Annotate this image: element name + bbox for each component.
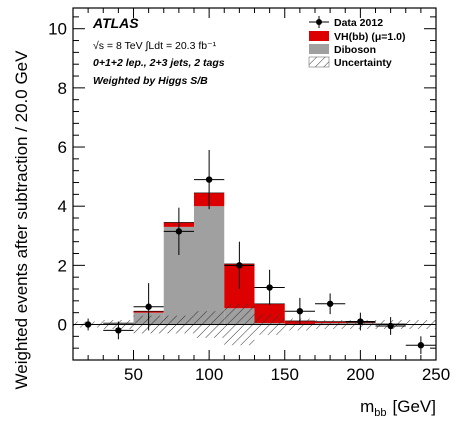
legend-diboson-swatch — [309, 44, 329, 54]
x-tick-label: 200 — [346, 365, 374, 384]
x-tick-label: 100 — [195, 365, 223, 384]
data-point — [175, 228, 183, 235]
legend-data-marker — [316, 19, 322, 25]
axis-ticks-layer: 50 100 150 200 250 0 2 4 6 8 10 — [48, 8, 450, 384]
x-axis-title-sub: bb — [374, 407, 386, 419]
legend-vh-swatch — [309, 31, 329, 41]
legend-data-label: Data 2012 — [334, 17, 383, 29]
data-point — [266, 284, 273, 291]
x-axis-title-main: m — [360, 397, 374, 416]
data-point — [387, 322, 394, 330]
y-axis-title: Weighted events after subtraction / 20.0… — [12, 50, 31, 390]
data-point — [326, 300, 334, 307]
x-tick-label: 250 — [422, 365, 450, 384]
weighting-label: Weighted by Higgs S/B — [93, 75, 208, 87]
x-axis-title: mbb [GeV] — [360, 397, 436, 419]
data-point — [205, 176, 213, 183]
y-tick-label: 4 — [58, 197, 67, 216]
data-point — [236, 262, 243, 269]
y-tick-label: 10 — [48, 20, 67, 39]
y-tick-label: 8 — [58, 79, 67, 98]
x-tick-label: 50 — [124, 365, 143, 384]
data-points-layer — [73, 149, 436, 355]
y-tick-label: 6 — [58, 138, 67, 157]
legend-vh-label: VH(bb) (μ=1.0) — [334, 31, 405, 43]
data-point — [417, 342, 425, 349]
y-tick-label: 2 — [58, 256, 67, 275]
x-axis-title-unit: [GeV] — [393, 397, 436, 416]
data-point — [357, 318, 364, 325]
atlas-label: ATLAS — [92, 15, 139, 31]
legend-uncertainty-label: Uncertainty — [334, 57, 392, 69]
legend: Data 2012 VH(bb) (μ=1.0) Diboson Uncerta… — [308, 16, 405, 69]
selection-label: 0+1+2 lep., 2+3 jets, 2 tags — [93, 57, 225, 69]
x-tick-label: 150 — [271, 365, 299, 384]
diboson-bar — [194, 206, 225, 325]
legend-uncertainty-swatch — [308, 56, 330, 68]
data-point — [84, 321, 92, 328]
y-tick-label: 0 — [58, 316, 67, 335]
energy-lumi-label: √s = 8 TeV ∫Ldt = 20.3 fb⁻¹ — [93, 40, 217, 52]
data-point — [296, 307, 304, 315]
legend-diboson-label: Diboson — [334, 44, 376, 56]
data-point — [145, 303, 152, 310]
data-point — [115, 327, 122, 334]
